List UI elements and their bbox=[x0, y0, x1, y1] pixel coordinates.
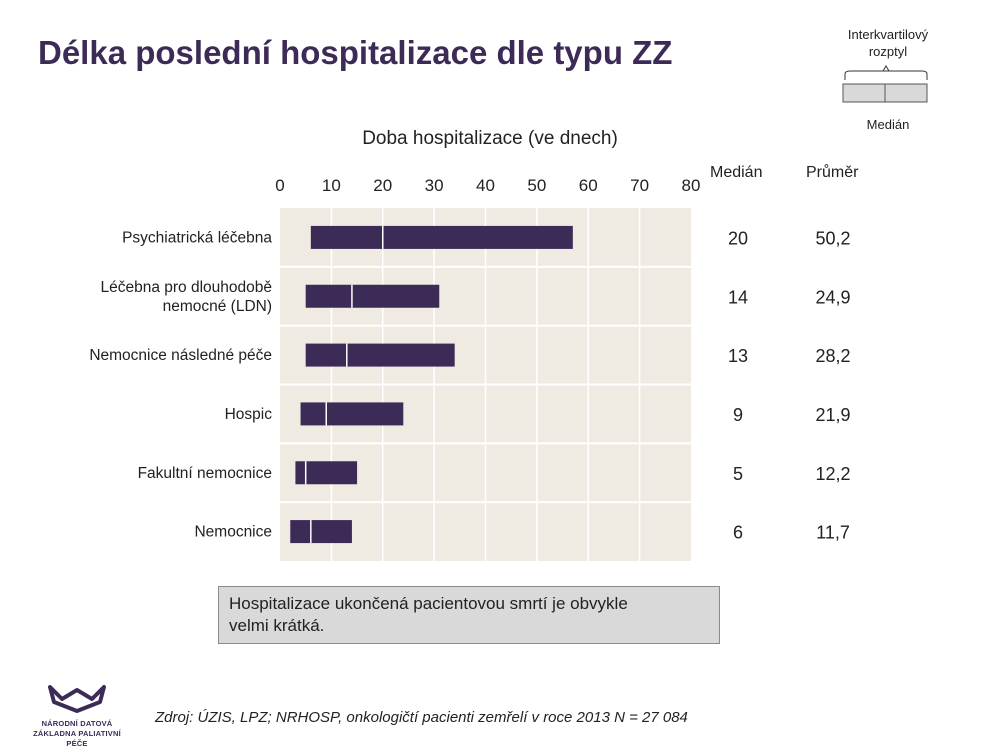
legend-iqr-label-line1: Interkvartilový bbox=[847, 27, 929, 42]
mean-column-header: Průměr bbox=[806, 164, 859, 181]
legend-graphic bbox=[842, 65, 928, 103]
source-note: Zdroj: ÚZIS, LPZ; NRHOSP, onkologičtí pa… bbox=[155, 709, 688, 726]
median-column-header: Medián bbox=[710, 164, 763, 181]
iqr-bar bbox=[305, 284, 440, 308]
callout-text-line1: Hospitalizace ukončená pacientovou smrtí… bbox=[229, 594, 628, 613]
iqr-bar bbox=[295, 461, 358, 485]
legend-brace-tip bbox=[882, 65, 890, 72]
median-value: 9 bbox=[733, 405, 743, 425]
category-label: Léčebna pro dlouhodobě nemocné (LDN) bbox=[100, 279, 272, 315]
median-value: 5 bbox=[733, 464, 743, 484]
x-tick-label: 70 bbox=[630, 176, 649, 195]
iqr-bar bbox=[305, 343, 455, 367]
logo-icon bbox=[48, 685, 106, 713]
logo: NÁRODNÍ DATOVÁ ZÁKLADNA PALIATIVNÍ PÉČE bbox=[22, 684, 132, 749]
logo-text-line2: ZÁKLADNA PALIATIVNÍ PÉČE bbox=[33, 729, 121, 748]
page-title: Délka poslední hospitalizace dle typu ZZ bbox=[38, 34, 673, 71]
legend-median-label: Medián bbox=[866, 117, 910, 132]
category-label: Psychiatrická léčebna bbox=[122, 229, 272, 246]
x-tick-label: 0 bbox=[275, 176, 284, 195]
callout-text-line2: velmi krátká. bbox=[229, 616, 325, 635]
mean-value: 11,7 bbox=[816, 523, 850, 543]
x-tick-label: 20 bbox=[373, 176, 392, 195]
median-value: 6 bbox=[733, 523, 743, 543]
mean-value: 21,9 bbox=[815, 405, 850, 425]
x-tick-label: 40 bbox=[476, 176, 495, 195]
x-tick-label: 50 bbox=[527, 176, 546, 195]
median-value: 14 bbox=[728, 287, 748, 307]
category-label: Fakultní nemocnice bbox=[138, 465, 272, 482]
category-label: Hospic bbox=[225, 406, 273, 423]
mean-value: 28,2 bbox=[815, 346, 850, 366]
legend-iqr-label-line2: rozptyl bbox=[868, 44, 908, 59]
x-tick-label: 60 bbox=[579, 176, 598, 195]
x-tick-label: 10 bbox=[322, 176, 341, 195]
iqr-bar bbox=[300, 402, 404, 426]
logo-text-line1: NÁRODNÍ DATOVÁ bbox=[41, 719, 113, 728]
median-value: 20 bbox=[728, 228, 748, 248]
mean-value: 24,9 bbox=[815, 287, 850, 307]
callout-box: Hospitalizace ukončená pacientovou smrtí… bbox=[218, 586, 720, 644]
iqr-bar bbox=[310, 225, 573, 249]
mean-value: 12,2 bbox=[815, 464, 850, 484]
median-value: 13 bbox=[728, 346, 748, 366]
mean-value: 50,2 bbox=[815, 228, 850, 248]
x-axis-title: Doba hospitalizace (ve dnech) bbox=[362, 128, 618, 149]
category-label: Nemocnice bbox=[194, 524, 272, 541]
x-tick-label: 30 bbox=[425, 176, 444, 195]
iqr-bar bbox=[290, 520, 352, 544]
x-tick-label: 80 bbox=[682, 176, 701, 195]
legend-brace bbox=[844, 70, 928, 80]
category-label: Nemocnice následné péče bbox=[89, 347, 272, 364]
